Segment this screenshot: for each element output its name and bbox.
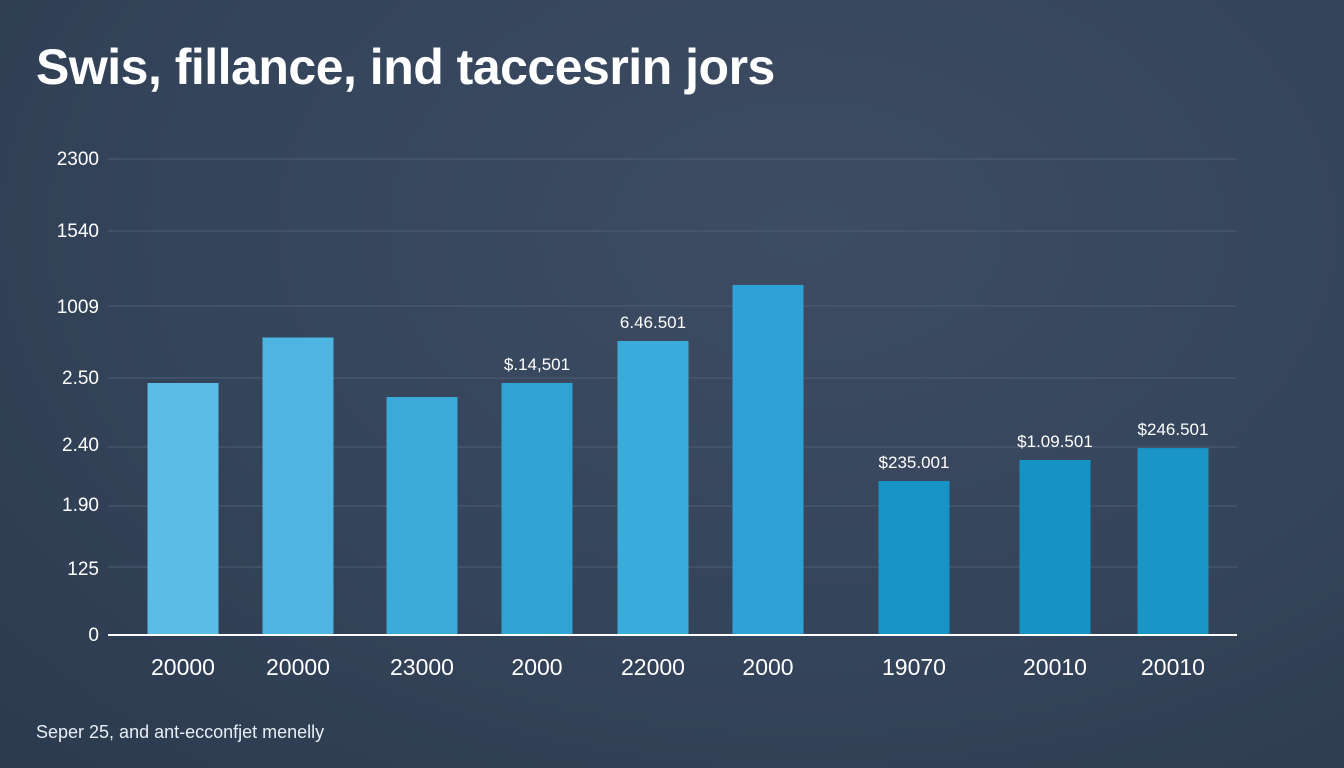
bar <box>386 397 458 635</box>
y-tick-label: 0 <box>88 625 99 646</box>
y-tick-label: 1009 <box>57 297 99 318</box>
x-tick-label: 20000 <box>266 654 330 680</box>
chart-footnote: Seper 25, and ant-ecconfjet menelly <box>36 722 325 742</box>
y-tick-label: 2.40 <box>62 435 99 456</box>
data-label: $246.501 <box>1138 420 1209 439</box>
y-axis-ticks: 0 125 1.90 2.40 2.50 1009 1540 2300 <box>57 149 99 646</box>
x-tick-label: 20000 <box>151 654 215 680</box>
y-tick-label: 2.50 <box>62 368 99 389</box>
x-tick-label: 20010 <box>1141 654 1205 680</box>
bar <box>878 481 950 635</box>
y-tick-label: 1.90 <box>62 495 99 516</box>
y-tick-label: 2300 <box>57 149 99 170</box>
x-axis-ticks: 20000 20000 23000 2000 22000 2000 19070 20010 20… <box>151 654 1205 680</box>
x-tick-label: 2000 <box>511 654 562 680</box>
data-label: $1.09.501 <box>1017 432 1093 451</box>
bar <box>501 383 573 635</box>
y-tick-label: 125 <box>67 559 99 580</box>
bar <box>732 285 804 635</box>
x-tick-label: 23000 <box>390 654 454 680</box>
data-label: $235.001 <box>879 453 950 472</box>
bar <box>1137 448 1209 635</box>
x-tick-label: 19070 <box>882 654 946 680</box>
bars <box>147 285 1209 635</box>
y-tick-label: 1540 <box>57 221 99 242</box>
bar <box>617 341 689 635</box>
chart-title: Swis, fillance, ind taccesrin jors <box>36 39 775 95</box>
bar <box>147 383 219 635</box>
data-label: $.14,501 <box>504 355 570 374</box>
x-tick-label: 22000 <box>621 654 685 680</box>
data-label: 6.46.501 <box>620 313 686 332</box>
data-labels: $.14,501 6.46.501 $235.001 $1.09.501 $246.50… <box>504 313 1209 472</box>
bar <box>1019 460 1091 635</box>
bar <box>262 337 334 635</box>
x-tick-label: 20010 <box>1023 654 1087 680</box>
x-tick-label: 2000 <box>742 654 793 680</box>
